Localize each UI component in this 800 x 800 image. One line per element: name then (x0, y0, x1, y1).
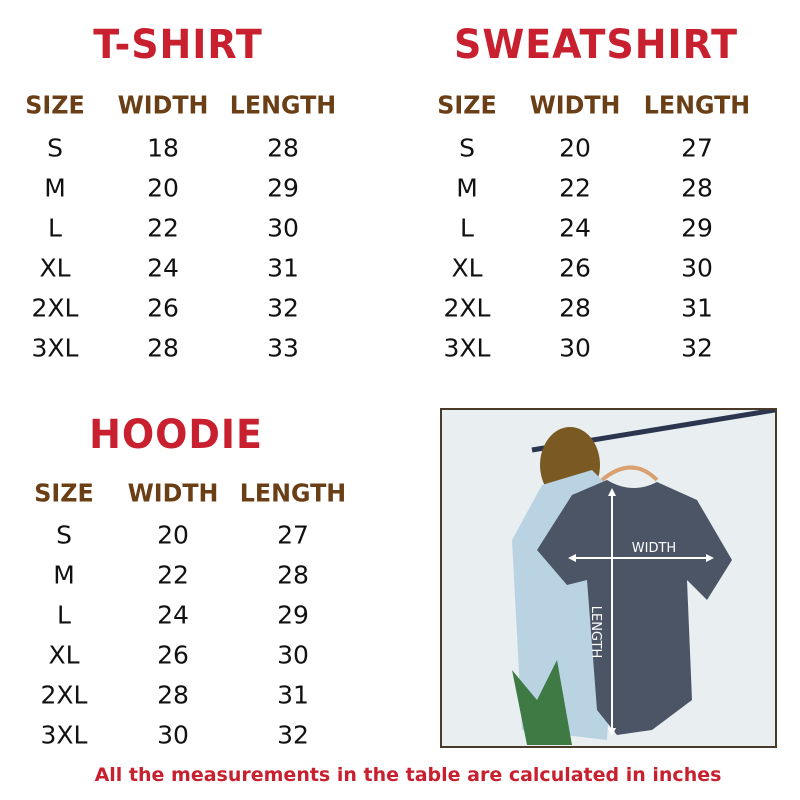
sweatshirt-header-width: WIDTH (529, 90, 621, 120)
t-shirt-cell: 32 (267, 293, 299, 323)
sweatshirt-cell: 28 (559, 293, 591, 323)
t-shirt-cell: 24 (147, 253, 179, 283)
sweatshirt-title: SWEATSHIRT (454, 22, 738, 68)
t-shirt-cell: 20 (147, 173, 179, 203)
t-shirt-cell: 3XL (31, 333, 79, 363)
length-label: LENGTH (588, 606, 603, 659)
t-shirt-cell: 22 (147, 213, 179, 243)
hoodie-cell: S (56, 520, 72, 550)
hoodie-cell: 2XL (40, 680, 88, 710)
sweatshirt-cell: L (460, 213, 474, 243)
t-shirt-cell: 28 (147, 333, 179, 363)
sweatshirt-cell: 2XL (443, 293, 491, 323)
sweatshirt-cell: S (459, 133, 475, 163)
hoodie-cell: 28 (157, 680, 189, 710)
footer-note: All the measurements in the table are ca… (94, 764, 722, 786)
hoodie-cell: 22 (157, 560, 189, 590)
t-shirt-header-length: LENGTH (229, 90, 337, 120)
t-shirt-cell: L (48, 213, 62, 243)
hoodie-cell: 30 (157, 720, 189, 750)
t-shirt-header-width: WIDTH (117, 90, 209, 120)
t-shirt-cell: 33 (267, 333, 299, 363)
hoodie-cell: 26 (157, 640, 189, 670)
t-shirt-cell: S (47, 133, 63, 163)
sweatshirt-cell: M (456, 173, 478, 203)
hoodie-cell: XL (48, 640, 80, 670)
sweatshirt-cell: 27 (681, 133, 713, 163)
sweatshirt-header-size: SIZE (437, 90, 497, 120)
hoodie-header-width: WIDTH (127, 478, 219, 508)
t-shirt-header-size: SIZE (25, 90, 85, 120)
sweatshirt-cell: 3XL (443, 333, 491, 363)
hoodie-cell: 32 (277, 720, 309, 750)
sweatshirt-cell: 22 (559, 173, 591, 203)
hoodie-cell: 3XL (40, 720, 88, 750)
shirt-illustration: WIDTH LENGTH (512, 410, 775, 745)
sweatshirt-cell: 20 (559, 133, 591, 163)
t-shirt-cell: 29 (267, 173, 299, 203)
t-shirt-cell: XL (39, 253, 71, 283)
sweatshirt-cell: XL (451, 253, 483, 283)
t-shirt-cell: 18 (147, 133, 179, 163)
plant (512, 660, 572, 745)
hoodie-cell: 28 (277, 560, 309, 590)
hoodie-header-size: SIZE (34, 478, 94, 508)
sweatshirt-cell: 26 (559, 253, 591, 283)
sweatshirt-cell: 30 (559, 333, 591, 363)
sweatshirt-cell: 28 (681, 173, 713, 203)
sweatshirt-cell: 29 (681, 213, 713, 243)
t-shirt-cell: 31 (267, 253, 299, 283)
width-label: WIDTH (632, 541, 676, 556)
hoodie-cell: 24 (157, 600, 189, 630)
t-shirt-title: T-SHIRT (93, 22, 263, 68)
t-shirt-cell: 30 (267, 213, 299, 243)
sweatshirt-cell: 31 (681, 293, 713, 323)
hoodie-cell: 31 (277, 680, 309, 710)
t-shirt-cell: 2XL (31, 293, 79, 323)
hoodie-cell: 30 (277, 640, 309, 670)
hoodie-title: HOODIE (89, 412, 263, 458)
t-shirt-cell: 28 (267, 133, 299, 163)
hoodie-cell: 27 (277, 520, 309, 550)
t-shirt-cell: M (44, 173, 66, 203)
sweatshirt-header-length: LENGTH (643, 90, 751, 120)
hoodie-cell: 20 (157, 520, 189, 550)
hanger (600, 465, 659, 482)
hoodie-cell: 29 (277, 600, 309, 630)
hoodie-cell: M (53, 560, 75, 590)
sweatshirt-cell: 24 (559, 213, 591, 243)
sweatshirt-cell: 32 (681, 333, 713, 363)
t-shirt-cell: 26 (147, 293, 179, 323)
t-shirt (537, 480, 732, 735)
hoodie-header-length: LENGTH (239, 478, 347, 508)
sweatshirt-cell: 30 (681, 253, 713, 283)
hoodie-cell: L (57, 600, 71, 630)
shirt-measurement-photo: WIDTH LENGTH (440, 408, 777, 748)
